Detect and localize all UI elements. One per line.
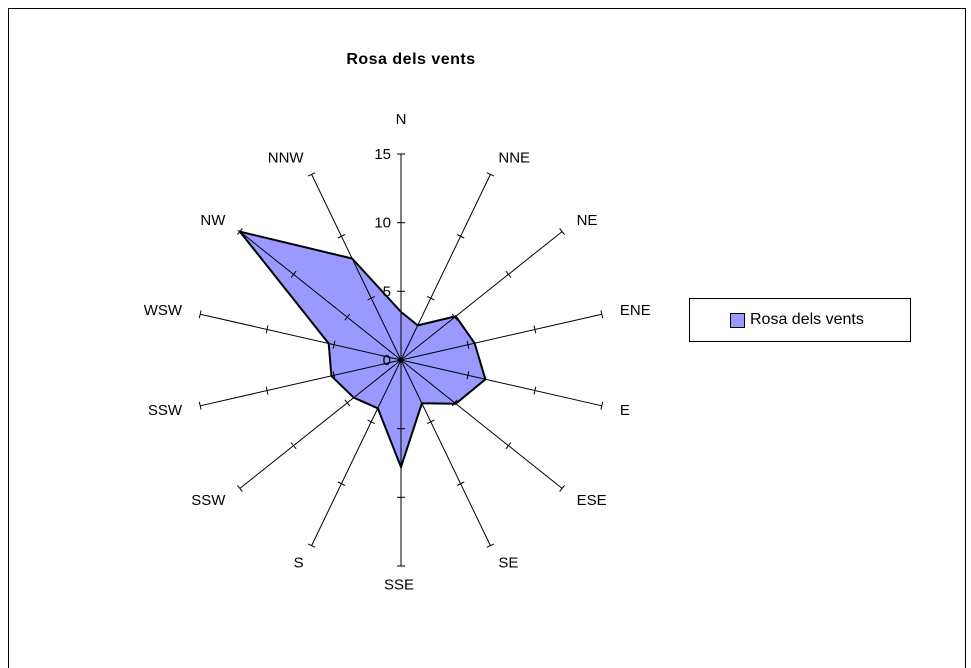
- axis-tick-mark: [559, 484, 565, 492]
- direction-label: E: [620, 402, 630, 419]
- legend-label: Rosa dels vents: [750, 311, 864, 328]
- axis-tick-mark: [533, 386, 537, 395]
- axis-tick-mark: [426, 419, 435, 425]
- axis-tick-mark: [367, 419, 376, 425]
- direction-label: NW: [200, 212, 226, 229]
- radial-tick-label: 15: [374, 146, 391, 163]
- legend: Rosa dels vents: [689, 298, 911, 342]
- direction-label: S: [294, 554, 304, 571]
- axis-tick-mark: [290, 442, 297, 450]
- axis-spoke: [311, 359, 402, 546]
- chart-title: Rosa dels vents: [346, 51, 476, 68]
- direction-label: WSW: [144, 302, 183, 319]
- axis-tick-mark: [456, 234, 465, 239]
- axis-tick-mark: [559, 228, 565, 236]
- axis-tick-mark: [198, 401, 202, 410]
- axis-tick-mark: [265, 386, 269, 395]
- axis-spoke: [400, 313, 602, 361]
- axis-spoke: [400, 231, 563, 361]
- axis-tick-mark: [451, 399, 458, 407]
- legend-swatch: [730, 312, 745, 328]
- axis-tick-mark: [344, 313, 351, 321]
- axis-tick-mark: [237, 484, 243, 492]
- axis-tick-mark: [600, 401, 604, 410]
- axis-spoke: [400, 359, 602, 407]
- axis-tick-mark: [505, 442, 512, 450]
- axis-spoke: [200, 359, 402, 407]
- axis-tick-mark: [466, 340, 470, 349]
- axis-tick-mark: [367, 295, 376, 301]
- direction-label: ENE: [620, 302, 651, 319]
- axis-tick-mark: [290, 270, 297, 278]
- axis-tick-mark: [533, 325, 537, 334]
- axis-tick-mark: [466, 371, 470, 380]
- direction-label: SSW: [148, 402, 183, 419]
- axis-spoke: [400, 359, 491, 546]
- axis-spoke: [200, 313, 402, 361]
- axis-tick-mark: [332, 371, 336, 380]
- axis-tick-mark: [307, 172, 316, 177]
- axis-tick-mark: [600, 310, 604, 319]
- axis-tick-mark: [337, 234, 346, 239]
- chart-frame: Rosa dels vents Rosa dels vents: [8, 8, 966, 668]
- axis-tick-mark: [486, 172, 495, 177]
- axis-spoke: [400, 359, 563, 489]
- radial-tick-label: 10: [374, 215, 391, 232]
- axis-spoke: [311, 174, 402, 361]
- direction-label: SSE: [384, 577, 414, 594]
- direction-label: NNW: [268, 150, 305, 167]
- axis-tick-mark: [505, 270, 512, 278]
- axis-spoke: [239, 359, 402, 489]
- direction-label: NNE: [498, 150, 530, 167]
- direction-label: NE: [577, 212, 598, 229]
- axis-spoke: [400, 174, 491, 361]
- axis-tick-mark: [198, 310, 202, 319]
- axis-tick-mark: [426, 295, 435, 301]
- axis-tick-mark: [307, 543, 316, 548]
- radial-tick-label: 0: [383, 352, 391, 369]
- direction-label: SE: [498, 554, 518, 571]
- axis-tick-mark: [265, 325, 269, 334]
- axis-tick-mark: [332, 340, 336, 349]
- direction-label: SSW: [191, 492, 226, 509]
- axis-tick-mark: [344, 399, 351, 407]
- direction-label: N: [396, 111, 407, 128]
- radial-tick-label: 5: [383, 283, 391, 300]
- axis-spoke: [239, 231, 402, 361]
- axis-tick-mark: [237, 228, 243, 236]
- axis-tick-mark: [486, 543, 495, 548]
- axis-tick-mark: [456, 481, 465, 486]
- axis-tick-mark: [451, 313, 458, 321]
- direction-label: ESE: [577, 492, 607, 509]
- axis-tick-mark: [337, 481, 346, 486]
